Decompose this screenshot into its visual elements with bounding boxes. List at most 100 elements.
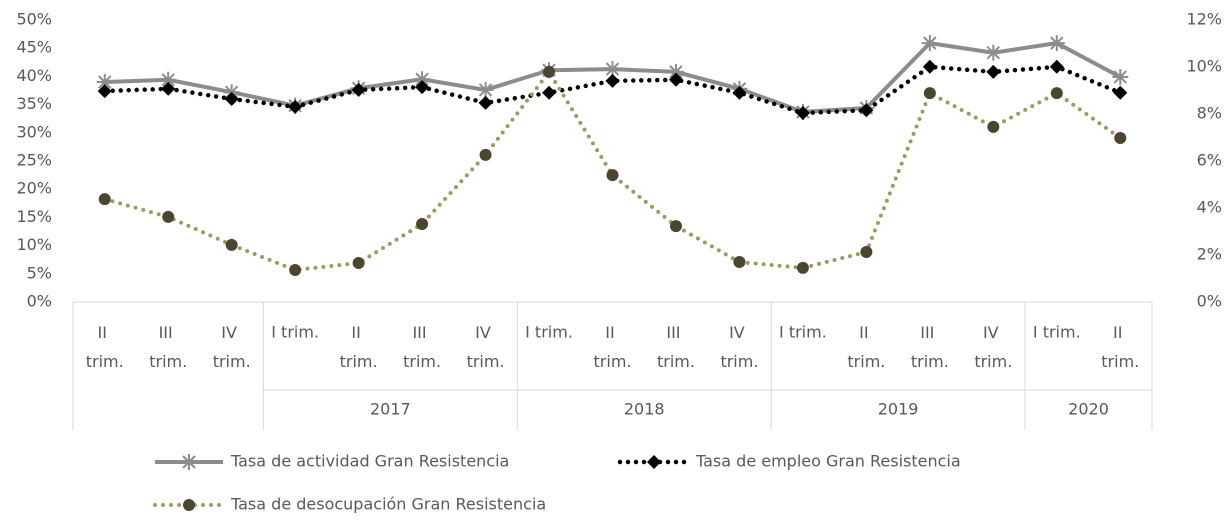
y2-tick-label: 0%	[1197, 292, 1222, 311]
point	[352, 256, 365, 269]
series-line	[102, 64, 1123, 116]
legend-marker	[181, 454, 197, 470]
x-tick-label-line: III	[412, 323, 431, 342]
x-tick-label: III trim.	[149, 323, 187, 371]
x-tick-label-line: II	[859, 323, 874, 342]
y-tick-label: 50%	[16, 10, 52, 29]
y2-tick-label: 8%	[1197, 104, 1222, 123]
x-tick-label: I trim.	[779, 323, 827, 342]
point	[922, 59, 937, 74]
legend-marker	[183, 499, 195, 511]
point	[1048, 35, 1065, 52]
x-tick-label-line: II	[97, 323, 112, 342]
x-tick-label-line: trim.	[149, 352, 187, 371]
x-tick-label-line: IV	[221, 323, 242, 342]
x-tick-label-line: II	[605, 323, 620, 342]
x-tick-label-line: IV	[983, 323, 1004, 342]
x-tick-label: II trim.	[1101, 323, 1139, 371]
x-tick-label: I trim.	[1033, 323, 1081, 342]
x-tick-label-line: trim.	[974, 352, 1012, 371]
point	[859, 103, 874, 118]
point	[923, 87, 936, 100]
y2-tick-label: 4%	[1197, 198, 1222, 217]
point	[96, 74, 113, 91]
point	[733, 256, 746, 269]
y2-tick-label: 6%	[1197, 151, 1222, 170]
y-tick-label: 40%	[16, 66, 52, 85]
point	[97, 84, 112, 99]
point	[288, 99, 303, 114]
x-tick-label-line: IV	[729, 323, 750, 342]
y-tick-label: 0%	[27, 292, 52, 311]
point	[985, 44, 1002, 61]
y2-tick-label: 2%	[1197, 245, 1222, 264]
point	[289, 264, 302, 277]
y-tick-label: 20%	[16, 179, 52, 198]
y-tick-label: 25%	[16, 151, 52, 170]
point	[732, 85, 747, 100]
x-tick-label: I trim.	[271, 323, 319, 342]
x-tick-label-line: trim.	[847, 352, 885, 371]
x-tick-label: IV trim.	[213, 323, 251, 371]
y-tick-label: 15%	[16, 207, 52, 226]
point	[1050, 87, 1063, 100]
point	[224, 91, 239, 106]
point	[416, 217, 429, 230]
point	[669, 220, 682, 233]
point	[160, 71, 177, 88]
group-label: 2020	[1068, 400, 1109, 419]
y-tick-label: 45%	[16, 38, 52, 57]
y-tick-label: 5%	[27, 263, 52, 282]
group-label: 2017	[370, 400, 411, 419]
x-tick-label: II trim.	[86, 323, 124, 371]
point	[921, 35, 938, 52]
x-tick-label-line: trim.	[657, 352, 695, 371]
point	[351, 82, 366, 97]
point	[986, 64, 1001, 79]
point	[1114, 131, 1127, 144]
x-tick-label: I trim.	[525, 323, 573, 342]
point	[605, 73, 620, 88]
x-tick-label-line: III	[159, 323, 178, 342]
x-tick-label-line: trim.	[1101, 352, 1139, 371]
point	[98, 193, 111, 206]
point	[478, 95, 493, 110]
point	[1049, 59, 1064, 74]
x-tick-label: III trim.	[403, 323, 441, 371]
point	[1113, 85, 1128, 100]
x-tick-label: IV trim.	[974, 323, 1012, 371]
point	[667, 63, 684, 80]
x-tick-label-line: II	[351, 323, 366, 342]
point	[162, 210, 175, 223]
point	[795, 106, 810, 121]
x-tick-label-line: trim.	[720, 352, 758, 371]
x-tick-label: III trim.	[657, 323, 695, 371]
x-tick-label: II trim.	[340, 323, 378, 371]
legend-marker	[647, 455, 661, 469]
point	[543, 65, 556, 78]
x-tick-label: III trim.	[911, 323, 949, 371]
point	[542, 85, 557, 100]
legend-label: Tasa de desocupación Gran Resistencia	[230, 495, 546, 514]
point	[668, 72, 683, 87]
x-tick-label: IV trim.	[467, 323, 505, 371]
legend-label: Tasa de actividad Gran Resistencia	[230, 452, 509, 471]
point	[161, 81, 176, 96]
point	[225, 238, 238, 251]
x-tick-label: II trim.	[594, 323, 632, 371]
x-tick-label-line: trim.	[403, 352, 441, 371]
point	[479, 148, 492, 161]
point	[414, 71, 431, 88]
point	[987, 120, 1000, 133]
group-label: 2019	[878, 400, 919, 419]
x-tick-label-line: III	[666, 323, 685, 342]
legend-label: Tasa de empleo Gran Resistencia	[695, 452, 961, 471]
point	[606, 169, 619, 182]
x-tick-label-line: IV	[475, 323, 496, 342]
y2-tick-label: 10%	[1186, 57, 1222, 76]
y-tick-label: 30%	[16, 122, 52, 141]
x-tick-label-line: trim.	[467, 352, 505, 371]
x-tick-label-line: II	[1113, 323, 1128, 342]
